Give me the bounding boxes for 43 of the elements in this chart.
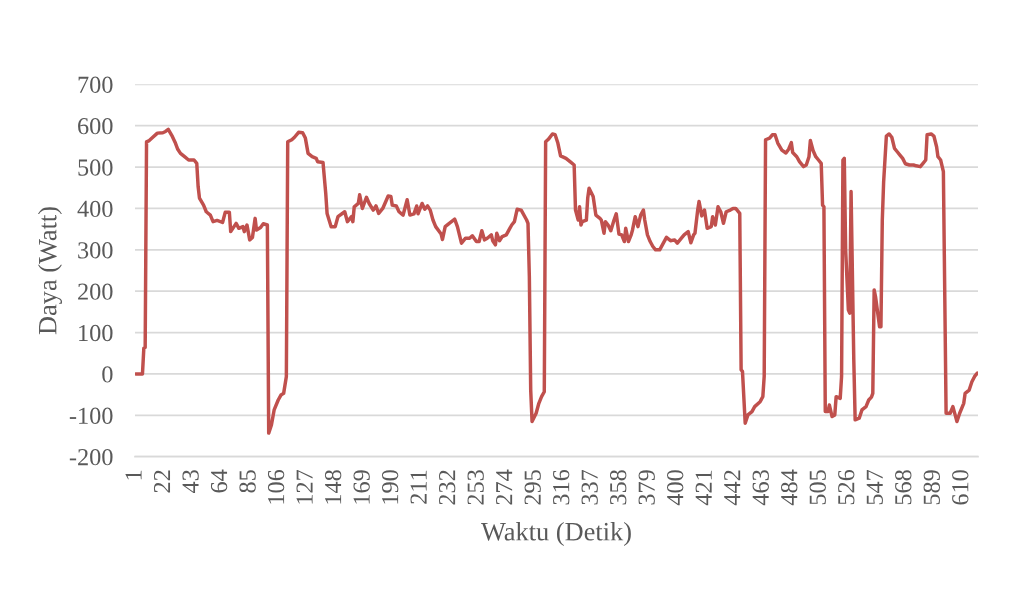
- x-tick-label: 22: [153, 470, 171, 493]
- x-tick-label: 589: [923, 470, 940, 505]
- x-tick-label: 211: [410, 470, 427, 504]
- x-tick-label: 169: [353, 470, 370, 504]
- x-tick-label: 526: [838, 469, 855, 505]
- x-tick-label: 85: [239, 470, 256, 493]
- x-tick-label: 43: [182, 470, 199, 494]
- x-tick-label: 295: [524, 470, 541, 505]
- x-tick-label: 484: [781, 469, 798, 506]
- x-tick-label: 547: [866, 469, 883, 505]
- x-axis-title: Waktu (Detik): [481, 522, 631, 546]
- x-tick-label: 568: [895, 470, 912, 505]
- y-tick-label: 200: [78, 283, 113, 300]
- y-tick-label: 500: [78, 159, 113, 176]
- y-tick-label: 100: [79, 324, 113, 342]
- x-tick-label: 421: [695, 470, 712, 506]
- x-tick-label: 337: [581, 469, 598, 505]
- x-tick-label: 232: [439, 470, 456, 505]
- x-tick-label: 379: [638, 470, 655, 505]
- y-tick-label: -200: [69, 448, 113, 466]
- line-series: [135, 127, 978, 435]
- x-tick-label: 400: [667, 470, 684, 506]
- y-axis-title: Daya (Watt): [38, 207, 62, 335]
- x-tick-label: 463: [752, 470, 769, 506]
- x-tick-label: 610: [952, 470, 969, 505]
- y-tick-label: 400: [77, 200, 113, 218]
- y-tick-label: 0: [102, 366, 113, 383]
- y-tick-label: 600: [78, 117, 113, 135]
- x-tick-label: 505: [809, 470, 826, 505]
- x-tick-label: 127: [296, 469, 313, 504]
- x-tick-label: 253: [467, 470, 484, 505]
- y-tick-label: -100: [69, 407, 113, 424]
- x-tick-label: 442: [724, 470, 741, 506]
- x-tick-label: 358: [609, 470, 627, 505]
- y-tick-label: 700: [78, 76, 113, 93]
- x-tick-label: 316: [553, 469, 570, 505]
- x-tick-label: 148: [324, 470, 342, 504]
- x-tick-label: 1: [125, 470, 142, 480]
- x-tick-label: 190: [381, 470, 399, 504]
- x-tick-label: 274: [496, 469, 513, 505]
- y-tick-label: 300: [78, 242, 113, 259]
- x-tick-label: 106: [267, 469, 285, 504]
- x-tick-label: 64: [210, 469, 228, 493]
